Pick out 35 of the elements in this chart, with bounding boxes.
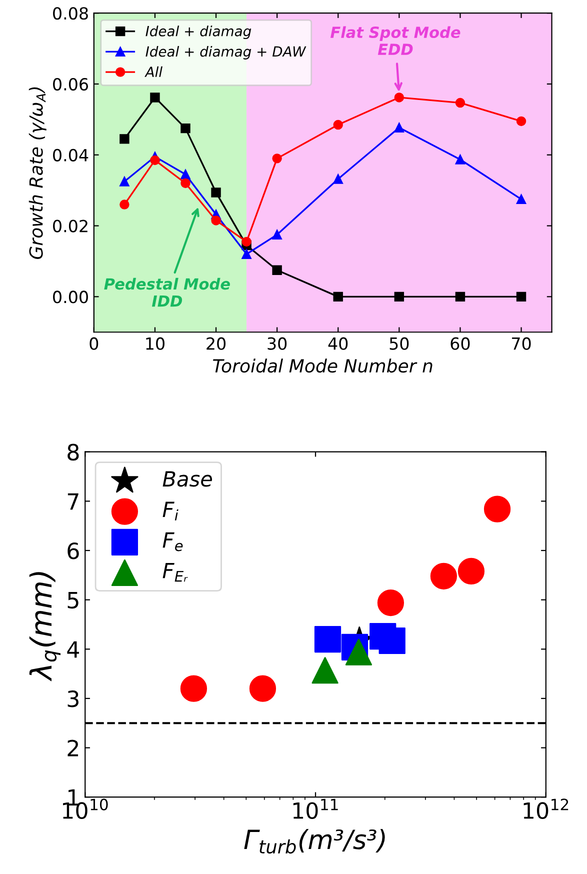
y-tick-label: 0.08	[53, 7, 88, 20]
y-tick-label: 3	[68, 690, 78, 708]
x-tick-label: 30	[268, 337, 287, 350]
y-axis-title: Growth Rate (γ/ω$_{A}$)	[28, 87, 46, 260]
y-tick-label: 4	[67, 641, 80, 658]
x-tick-label: 20	[206, 337, 226, 350]
x-axis-title: Toroidal Mode Number n	[212, 358, 432, 373]
legend-label: F$_{i}$	[162, 502, 178, 520]
legend-label: Ideal + diamag + DAW	[146, 46, 306, 60]
x-tick-label: 40	[328, 337, 348, 350]
x-tick-label: 10$^{11}$	[293, 798, 338, 819]
y-axis-title: λ$_{q}$(mm)	[29, 572, 61, 682]
y-tick-label: 0.06	[53, 78, 88, 91]
x-axis-title: Γ$_{turb}$(m³/s³)	[244, 829, 385, 854]
y-tick-label: 8	[68, 444, 79, 461]
y-tick-label: 0.00	[53, 290, 88, 304]
y-tick-label: 5	[68, 592, 78, 609]
y-tick-label: 0.02	[53, 220, 88, 232]
x-tick-label: 60	[450, 337, 470, 350]
x-tick-label: 0	[90, 337, 98, 350]
y-tick-label: 7	[68, 493, 78, 510]
legend-label: Ideal + diamag	[146, 26, 252, 40]
annotation: Flat Spot Mode EDD	[330, 26, 460, 55]
legend-label: All	[144, 66, 162, 77]
legend-label: F$_{e}$	[162, 532, 183, 552]
x-tick-label: 10$^{12}$	[524, 798, 568, 819]
y-tick-label: 0.04	[53, 148, 88, 162]
x-tick-label: 50	[390, 337, 409, 350]
y-tick-label: 2	[68, 740, 78, 756]
legend-label: F$_{Eᵣ}$	[162, 562, 188, 582]
x-tick-label: 70	[512, 337, 531, 350]
x-tick-label: 10	[146, 337, 164, 350]
legend-label: Base	[162, 471, 212, 487]
annotation: Pedestal Mode IDD	[104, 278, 230, 307]
y-tick-label: 6	[68, 542, 79, 560]
